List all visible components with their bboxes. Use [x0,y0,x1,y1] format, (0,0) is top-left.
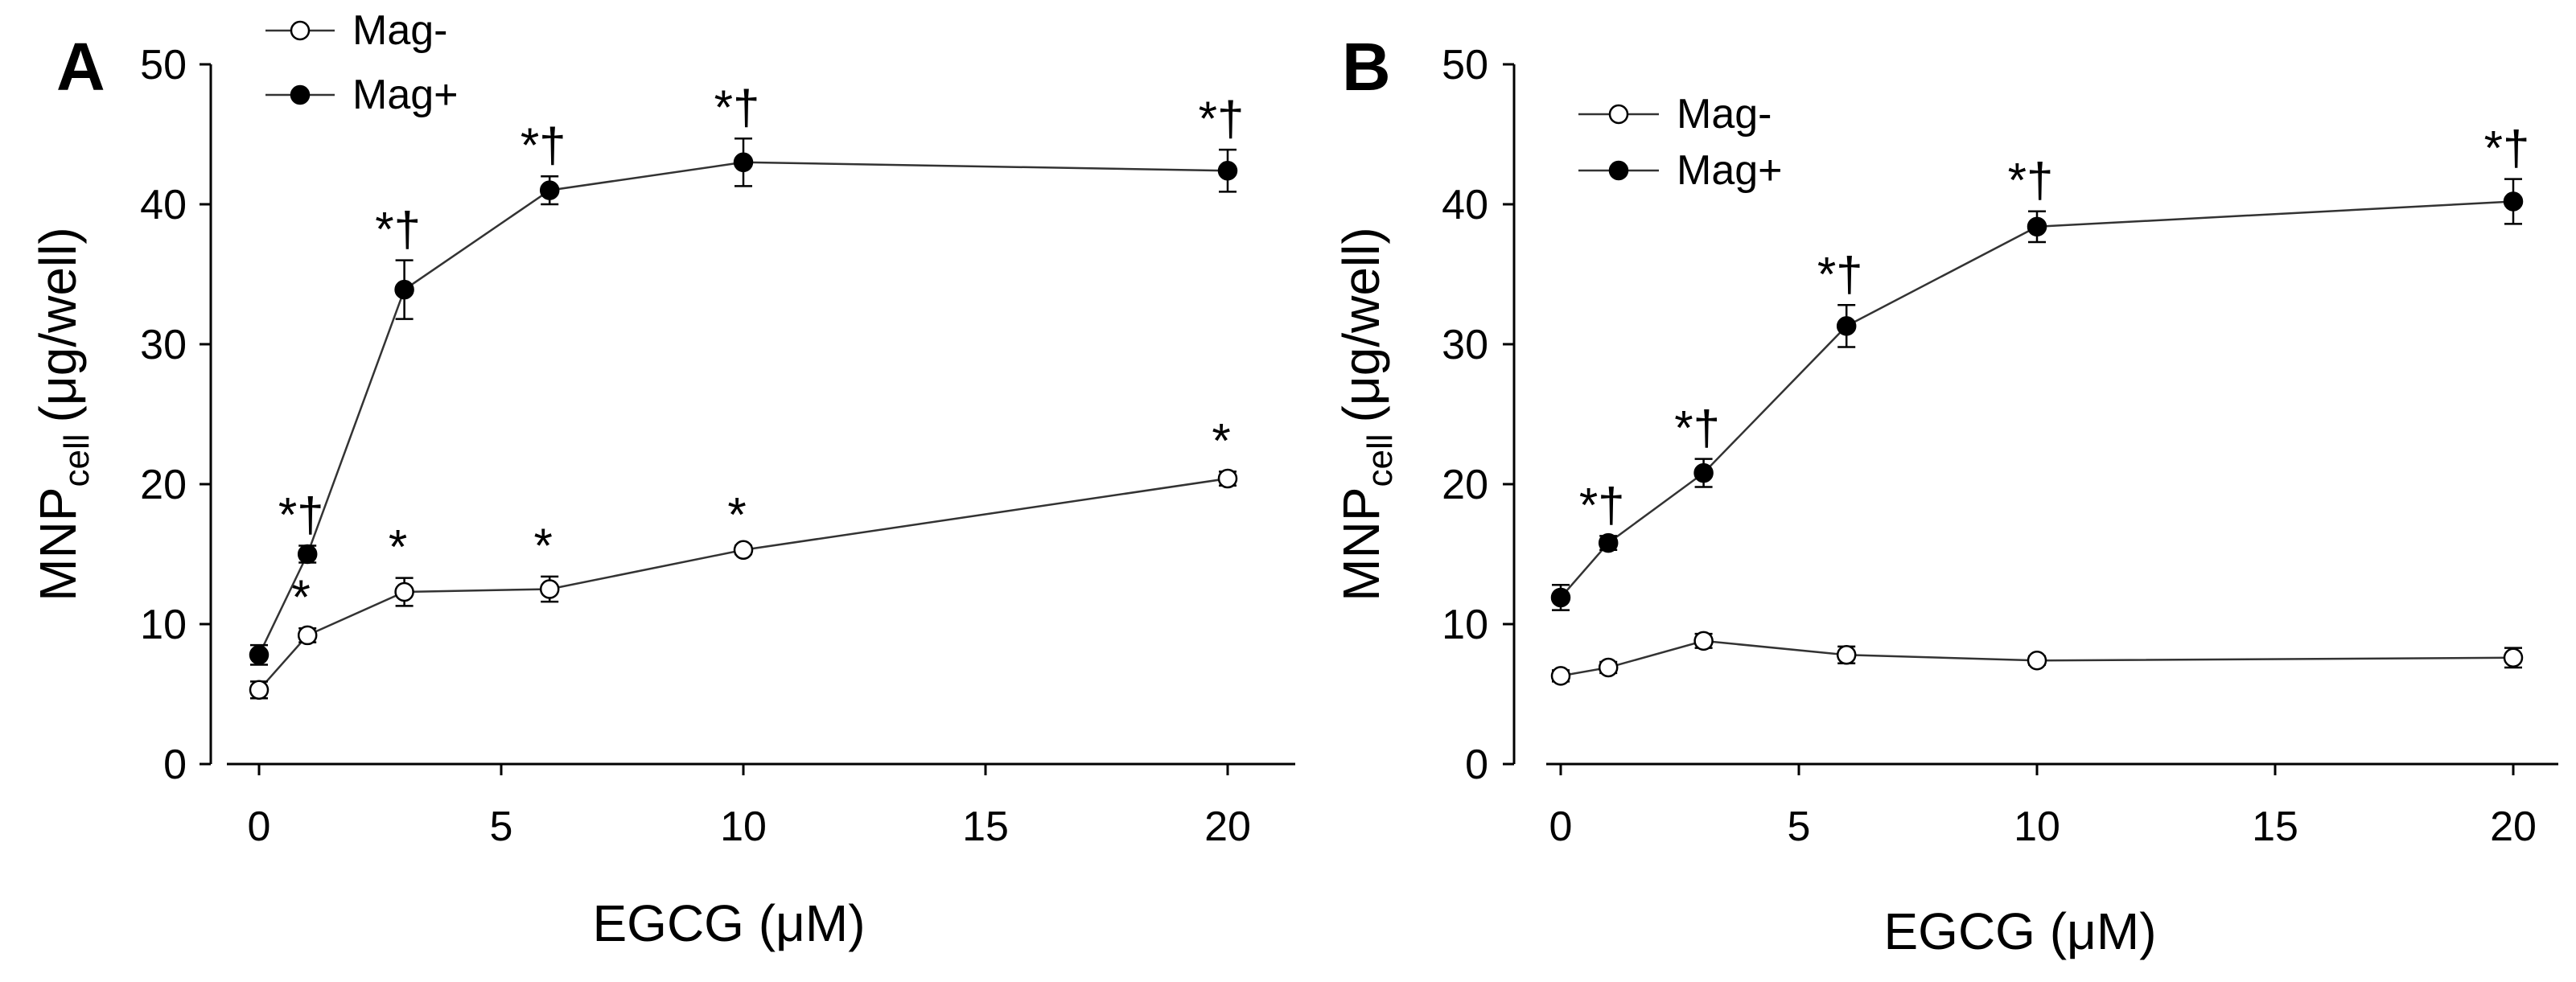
x-axis-label: EGCG (μM) [1883,902,2156,960]
data-point [1693,462,1714,483]
data-point [1836,316,1857,336]
y-tick-label: 40 [1442,182,1488,228]
legend-marker [1608,160,1629,181]
y-tick-label: 0 [1465,742,1488,788]
significance-label: *† [1579,478,1625,532]
y-tick-label: 0 [163,742,187,788]
series-line-mag-plus [257,161,1228,655]
significance-label: *† [278,488,324,542]
significance-label: *† [714,80,760,134]
x-tick-label: 0 [1549,803,1573,850]
data-point [394,581,414,602]
data-point [394,279,414,300]
y-axis-label: MNPcell (μg/well) [1332,227,1400,601]
data-point [1550,666,1571,686]
y-tick-label: 10 [140,602,187,648]
legend-label: Mag- [352,7,447,54]
y-axis-label-unit: (μg/well) [1332,227,1390,422]
y-axis-label-subscript: cell [1360,433,1400,487]
data-point [297,544,318,565]
data-point [249,645,270,665]
y-tick-label: 20 [140,462,187,508]
y-axis-label-main: MNP [29,487,87,601]
y-tick-label: 40 [140,182,187,228]
x-tick-label: 10 [2014,803,2060,850]
x-tick-label: 5 [1788,803,1811,850]
x-tick-label: 0 [248,803,271,850]
data-point [1217,160,1238,181]
data-point [2027,216,2047,237]
data-point [1693,631,1714,651]
significance-label: * [1212,413,1230,467]
x-tick-label: 20 [1204,803,1251,850]
significance-label: *† [375,203,421,257]
data-point [297,625,318,646]
legend-marker [290,20,311,41]
significance-label: *† [521,118,566,172]
y-tick-label: 30 [1442,322,1488,368]
y-tick-label: 10 [1442,602,1488,648]
x-tick-label: 5 [490,803,513,850]
series-line-mag-plus [1560,200,2514,598]
data-point [249,680,270,701]
data-point [2503,191,2524,212]
y-tick-label: 20 [1442,462,1488,508]
data-point [1598,532,1619,553]
data-point [539,180,560,200]
significance-label: * [534,519,553,573]
significance-label: *† [1199,92,1245,146]
significance-label: * [292,570,311,624]
significance-label: *† [1674,401,1720,455]
panel-label: B [1342,29,1391,105]
legend-label: Mag+ [1677,147,1783,194]
panel-label: A [56,29,105,105]
panel-a: 0 10 20 30 40 50 0 5 10 15 20 EGCG (μM) MNPcell (μg/w… [29,7,1295,952]
significance-label: * [727,488,746,542]
y-axis-label-unit: (μg/well) [29,227,87,422]
y-tick-label: 50 [1442,42,1488,88]
x-tick-label: 20 [2490,803,2537,850]
significance-label: *† [2484,121,2530,175]
y-tick-label: 30 [140,322,187,368]
data-point [2027,650,2047,671]
data-point [539,579,560,599]
legend-label: Mag- [1677,91,1772,138]
data-point [733,540,754,561]
y-tick-label: 50 [140,42,187,88]
panel-b: 0 10 20 30 40 50 0 5 10 15 20 EGCG (μM) MNPcell (μg/w… [1332,29,2558,960]
y-axis-label-subscript: cell [57,433,97,487]
data-point [1598,657,1619,678]
x-tick-label: 10 [720,803,767,850]
significance-label: *† [1817,247,1863,301]
significance-label: *† [2008,154,2054,207]
data-point [1217,468,1238,489]
data-point [1836,645,1857,665]
data-point [733,152,754,173]
y-axis-label: MNPcell (μg/well) [29,227,97,601]
significance-label: * [389,520,407,574]
legend-marker [290,84,311,105]
x-tick-label: 15 [962,803,1009,850]
legend-label: Mag+ [352,72,459,118]
x-tick-label: 15 [2252,803,2298,850]
data-point [2503,647,2524,668]
y-axis-label-main: MNP [1332,487,1390,601]
legend-marker [1608,104,1629,125]
data-point [1550,587,1571,608]
x-axis-label: EGCG (μM) [592,894,865,952]
series-line-mag-minus [258,477,1228,691]
